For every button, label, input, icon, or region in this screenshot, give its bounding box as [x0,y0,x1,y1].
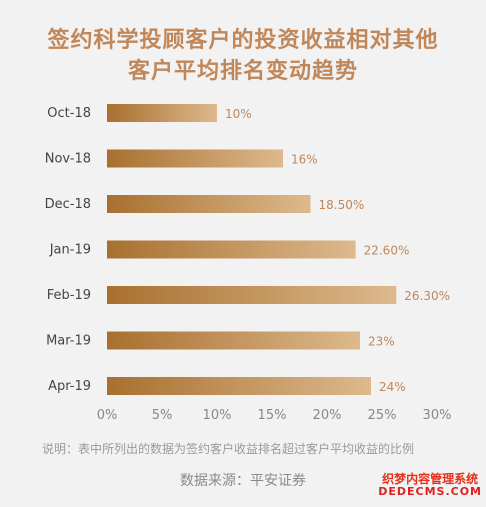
watermark-line-1: 织梦内容管理系统 [382,472,479,486]
data-label: 22.60% [364,244,410,258]
chart-note: 说明：表中所列出的数据为签约客户收益排名超过客户平均收益的比例 [42,442,415,456]
x-tick-label: 10% [203,408,232,423]
data-label: 10% [225,107,252,121]
data-source: 数据来源：平安证券 [180,473,306,489]
bar [107,240,356,259]
bar [107,286,397,304]
chart-title-line-2: 客户平均排名变动趋势 [127,59,358,84]
category-label: Jan-19 [49,243,91,258]
category-label: Feb-19 [47,288,91,303]
category-label: Dec-18 [45,197,91,212]
x-tick-label: 15% [258,408,287,423]
chart-title-line-1: 签约科学投顾客户的投资收益相对其他 [47,28,439,53]
bar [107,195,311,213]
x-tick-label: 20% [313,408,342,423]
x-tick-label: 30% [423,408,452,423]
category-label: Oct-18 [47,106,91,121]
category-label: Nov-18 [45,152,91,167]
bar [107,149,283,168]
bar [107,377,371,395]
category-label: Mar-19 [46,334,91,349]
x-tick-label: 5% [152,408,173,423]
category-label: Apr-19 [48,379,91,394]
data-label: 24% [379,380,406,394]
bar [107,331,360,350]
watermark-line-2: DEDECMS.COM [378,484,482,498]
data-label: 18.50% [319,198,365,212]
data-label: 23% [368,335,395,349]
data-label: 16% [291,153,318,167]
bar [107,104,217,122]
x-tick-label: 0% [97,408,118,423]
x-tick-label: 25% [368,408,397,423]
watermark-logo: 织梦内容管理系统 DEDECMS.COM [378,473,482,497]
data-label: 26.30% [404,289,450,303]
